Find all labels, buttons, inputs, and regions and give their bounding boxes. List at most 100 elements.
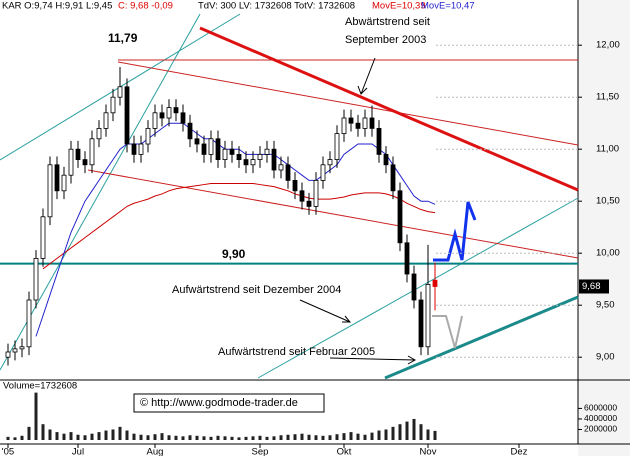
annotation: Aufwärtstrend seit Februar 2005 — [218, 346, 375, 358]
volume-bar — [48, 429, 52, 440]
candle-body — [278, 164, 284, 171]
volume-bar — [55, 432, 59, 440]
volume-bar — [188, 435, 192, 440]
volume-bar — [125, 430, 129, 440]
trendline — [117, 61, 579, 146]
volume-bar — [237, 437, 241, 440]
volume-bar — [335, 434, 339, 440]
volume-bar — [139, 434, 143, 440]
annotation: Abwärtstrend seit — [345, 16, 430, 28]
candle-body — [285, 164, 291, 181]
candle-body — [334, 133, 340, 161]
candle-body — [355, 122, 361, 129]
candle-body — [96, 127, 102, 140]
candle-body — [89, 138, 95, 166]
y-tick-label: 2000000 — [584, 424, 617, 434]
volume-bar — [230, 436, 234, 440]
volume-bar — [160, 433, 164, 440]
candle-body — [187, 122, 193, 140]
candle-body — [75, 148, 81, 160]
candle-body — [222, 148, 228, 160]
volume-bar — [272, 436, 276, 440]
candle-body — [362, 117, 368, 129]
candle-body — [54, 164, 60, 192]
candle-body — [131, 143, 137, 155]
y-tick-label: 11,50 — [596, 92, 619, 103]
candle-body — [369, 117, 375, 129]
trendline — [384, 295, 579, 380]
volume-label: Volume=1732608 — [3, 381, 77, 392]
candle-body — [348, 117, 354, 124]
volume-bar — [433, 430, 437, 440]
x-tick-label: Aug — [147, 447, 164, 456]
candle-body — [19, 346, 25, 350]
candle-body — [208, 138, 214, 155]
volume-bar — [20, 435, 24, 440]
projection — [433, 201, 477, 262]
candle-body — [341, 117, 347, 135]
volume-bar — [13, 437, 17, 440]
arrow — [360, 57, 376, 95]
candle-body — [40, 216, 46, 259]
x-tick-label: Okt — [337, 447, 352, 456]
x-tick-label: Jul — [72, 447, 84, 456]
price-tag-label: 9,68 — [582, 281, 601, 292]
header-ma: MovE=10,47 — [421, 1, 475, 12]
candle-body — [124, 86, 130, 145]
volume-bar — [209, 436, 213, 440]
arrowhead — [357, 85, 368, 95]
volume-bar — [314, 435, 318, 440]
volume-bar — [167, 435, 171, 440]
projection — [432, 315, 463, 349]
candle-body — [292, 179, 298, 192]
header-change: C: 9,68 -0,09 — [118, 1, 173, 12]
volume-bar — [307, 434, 311, 440]
candle-body — [411, 273, 417, 301]
header-symbol: KAR O:9,74 H:9,91 L:9,45 — [2, 1, 112, 12]
candle-body — [173, 107, 179, 114]
volume-bar — [132, 433, 136, 440]
candle-body — [271, 148, 277, 171]
candle-body — [320, 164, 326, 181]
candle-body — [68, 148, 74, 176]
candle-body — [418, 299, 424, 348]
peak-label: 11,79 — [108, 31, 138, 45]
support-label: 9,90 — [222, 247, 246, 261]
candle-body — [61, 174, 67, 192]
volume-bar — [34, 392, 38, 440]
arrow — [299, 299, 351, 323]
y-tick-label: 9,50 — [596, 300, 615, 311]
candle-body — [47, 164, 53, 218]
candle-body — [425, 283, 431, 348]
candle-body — [243, 159, 249, 166]
y-tick-label: 9,00 — [596, 352, 615, 363]
y-tick-label: 10,50 — [596, 196, 620, 207]
volume-bar — [391, 426, 395, 440]
candle-body — [82, 159, 88, 166]
volume-bar — [223, 436, 227, 440]
candle-body — [313, 179, 319, 207]
candle-body — [201, 143, 207, 155]
volume-bar — [83, 435, 87, 440]
volume-bar — [342, 433, 346, 440]
volume-bar — [293, 434, 297, 440]
trendline — [0, 13, 201, 371]
volume-bar — [153, 434, 157, 440]
volume-bar — [405, 421, 409, 440]
candle-body — [404, 242, 410, 275]
candle-body — [33, 257, 39, 301]
volume-bar — [349, 432, 353, 440]
arrowhead — [407, 355, 417, 365]
candle-body — [194, 138, 200, 145]
candle-body — [264, 148, 270, 155]
x-tick-label: Dez — [511, 447, 528, 456]
volume-bar — [244, 436, 248, 440]
y-tick-label: 11,00 — [596, 144, 619, 155]
volume-bar — [286, 434, 290, 440]
source: © http://www.godmode-trader.de — [140, 397, 298, 409]
volume-bar — [6, 436, 10, 440]
moving-average — [42, 183, 436, 270]
moving-average — [35, 122, 436, 337]
